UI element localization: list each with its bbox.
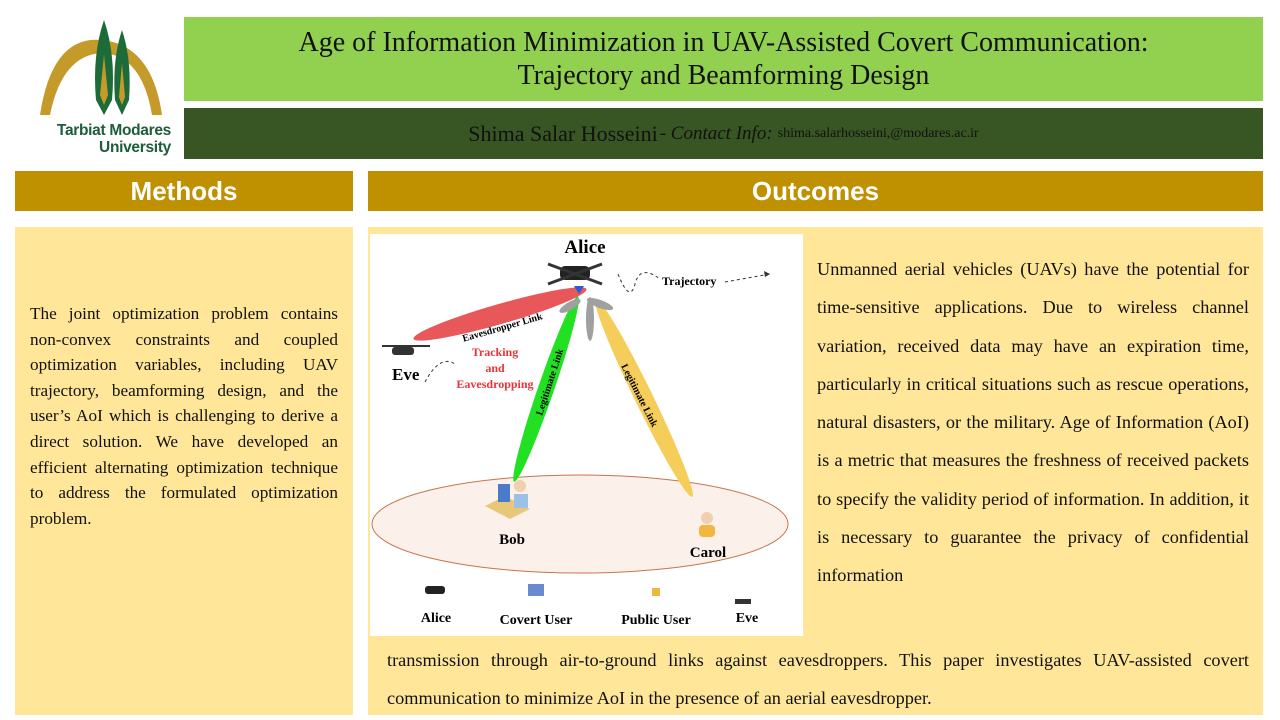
page-title: Age of Information Minimization in UAV-A… — [298, 27, 1149, 91]
methods-panel: The joint optimization problem contains … — [15, 227, 353, 715]
legend-public-user-icon — [652, 588, 660, 596]
legend-alice: Alice — [421, 611, 451, 626]
bob-covert-user-icon — [485, 480, 530, 519]
side-lobe — [586, 297, 614, 311]
side-lobe — [586, 297, 594, 341]
title-banner: Age of Information Minimization in UAV-A… — [184, 17, 1263, 101]
legend-alice-icon — [425, 586, 445, 594]
eve-label: Eve — [392, 365, 420, 384]
university-logo: Tarbiat Modares University — [22, 15, 177, 160]
methods-text: The joint optimization problem contains … — [30, 304, 338, 528]
carol-label: Carol — [690, 545, 726, 561]
legend-public-user: Public User — [621, 613, 691, 628]
trajectory-label: Trajectory — [662, 274, 716, 288]
outcomes-text-continued: transmission through air-to-ground links… — [387, 650, 1249, 709]
contact-label: - Contact Info: — [659, 122, 773, 144]
author-banner: Shima Salar Hosseini - Contact Info: shima… — [184, 108, 1263, 159]
legend: Alice Covert User Public User Eve — [421, 584, 758, 628]
tracking-label: Tracking — [472, 345, 518, 359]
methods-heading: Methods — [15, 171, 353, 211]
author-name: Shima Salar Hosseini — [468, 120, 658, 146]
tracking-label: Eavesdropping — [456, 377, 533, 391]
legend-covert-user: Covert User — [500, 613, 573, 628]
university-name-line2: University — [99, 139, 171, 156]
bob-label: Bob — [499, 532, 525, 548]
bob-beam — [513, 296, 579, 482]
alice-label: Alice — [564, 237, 605, 258]
alice-drone-icon — [547, 262, 603, 294]
carol-beam — [595, 299, 693, 497]
legend-eve-icon — [735, 599, 751, 604]
outcomes-text: Unmanned aerial vehicles (UAVs) have the… — [817, 259, 1249, 586]
system-model-diagram: Alice Trajectory Eavesdropper Link Legit… — [370, 234, 803, 636]
coverage-area — [371, 474, 789, 574]
legend-eve: Eve — [736, 611, 759, 626]
tracking-label: and — [485, 361, 505, 375]
contact-email: shima.salarhosseini,@modares.ac.ir — [777, 125, 979, 141]
side-lobe — [559, 299, 581, 313]
eavesdropper-beam — [413, 287, 587, 341]
cypress-arch-icon — [40, 20, 162, 115]
outcomes-panel: Alice Trajectory Eavesdropper Link Legit… — [368, 227, 1263, 715]
eve-drone-icon — [382, 345, 430, 355]
legend-covert-user-icon — [528, 584, 544, 596]
university-name: Tarbiat Modares — [56, 122, 171, 139]
carol-public-user-icon — [699, 512, 715, 537]
outcomes-heading: Outcomes — [368, 171, 1263, 211]
